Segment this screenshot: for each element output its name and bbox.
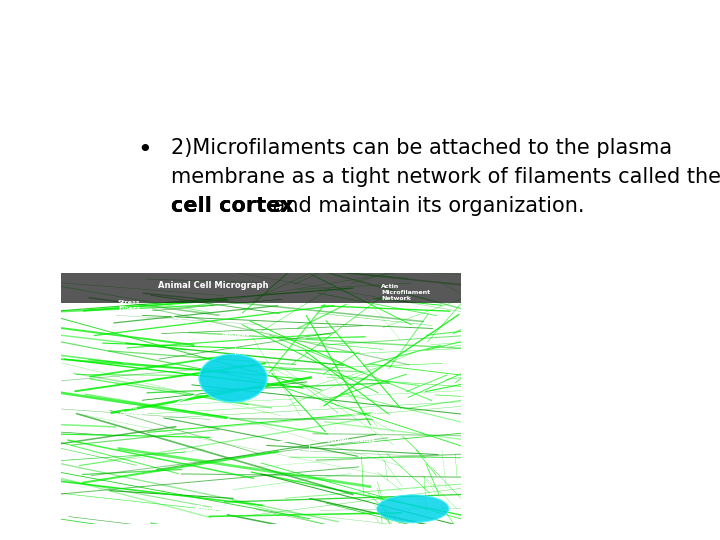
Text: cell cortex: cell cortex [171, 196, 294, 216]
Text: cell cortex: cell cortex [171, 196, 294, 216]
Bar [61, 273, 461, 303]
Text: Microfilaments: Microfilaments [323, 438, 375, 443]
Text: Filopodium: Filopodium [369, 413, 408, 418]
Text: Stress
Fibers: Stress Fibers [118, 300, 140, 310]
Text: and maintain its organization.: and maintain its organization. [266, 196, 585, 216]
Text: •: • [138, 138, 152, 161]
Text: Animal Cell Micrograph: Animal Cell Micrograph [158, 281, 269, 291]
Text: membrane as a tight network of filaments called the: membrane as a tight network of filaments… [171, 167, 720, 187]
Text: Actin
Microfilament
Network: Actin Microfilament Network [381, 284, 430, 301]
Text: 2)Microfilaments can be attached to the plasma: 2)Microfilaments can be attached to the … [171, 138, 672, 158]
Ellipse shape [199, 354, 267, 402]
Text: Nucleus: Nucleus [221, 332, 249, 337]
Text: Cell
Cortex: Cell Cortex [120, 406, 143, 416]
Text: Figure 2: Figure 2 [195, 505, 231, 515]
Ellipse shape [377, 495, 449, 523]
